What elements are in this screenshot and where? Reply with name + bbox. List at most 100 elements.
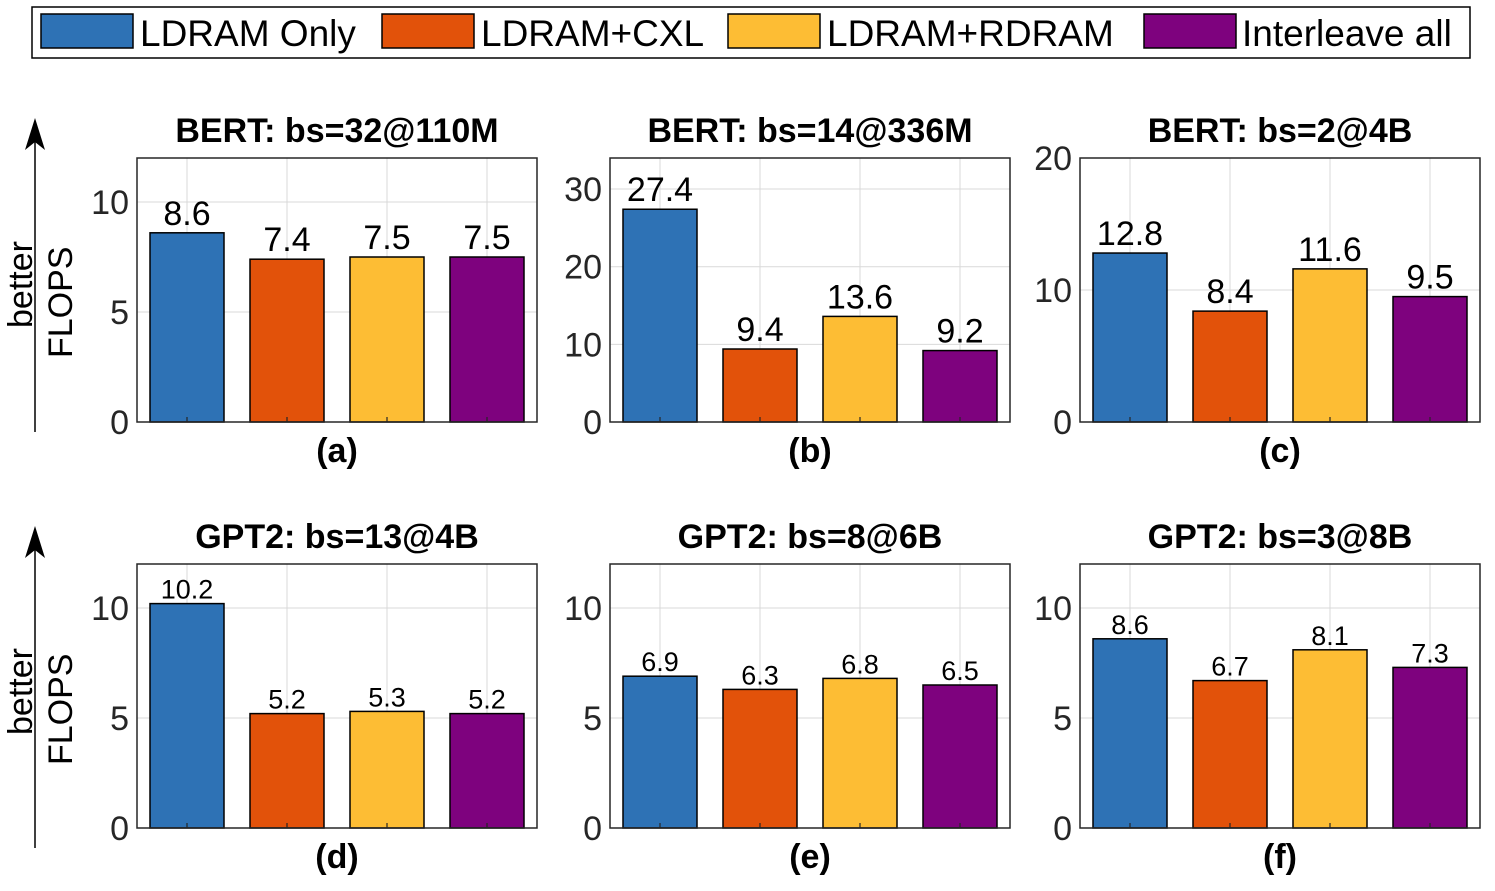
legend: LDRAM Only LDRAM+CXL LDRAM+RDRAM Interle… xyxy=(31,6,1471,59)
plot-frame xyxy=(609,157,1011,423)
bar xyxy=(449,712,525,829)
panel-c: 0 10 20 12.8 8.4 11.6 9.5 BERT: bs=2@4B (c) xyxy=(1034,112,1481,470)
bar xyxy=(1292,268,1368,423)
y-axis-annotation-row1: better FLOPS xyxy=(2,118,80,432)
chart-title: GPT2: bs=8@6B xyxy=(678,518,943,556)
data-label: 7.4 xyxy=(263,221,310,259)
y-tick-label: 10 xyxy=(1034,272,1072,310)
data-label: 5.3 xyxy=(368,682,406,712)
bar xyxy=(1192,310,1268,423)
data-label: 12.8 xyxy=(1097,215,1163,253)
y-tick-label: 20 xyxy=(1034,140,1072,178)
legend-label-ldram-only: LDRAM Only xyxy=(140,13,356,54)
better-label: better xyxy=(2,241,40,328)
plot-frame xyxy=(1079,563,1481,829)
y-tick-label: 5 xyxy=(110,294,129,332)
bar xyxy=(249,258,325,423)
bar xyxy=(922,684,998,829)
bar xyxy=(249,712,325,829)
y-tick-label: 0 xyxy=(110,810,129,848)
y-axis-label: FLOPS xyxy=(42,247,80,358)
y-axis-label: FLOPS xyxy=(42,654,80,765)
plot-frame xyxy=(136,563,538,829)
plot-frame xyxy=(609,563,1011,829)
panel-f: 0 5 10 8.6 6.7 8.1 7.3 GPT2: bs=3@8B (f) xyxy=(1034,518,1481,876)
chart-title: BERT: bs=2@4B xyxy=(1148,112,1413,150)
panel-sublabel: (b) xyxy=(788,432,831,470)
y-tick-label: 5 xyxy=(1053,700,1072,738)
bar xyxy=(1192,679,1268,829)
bar xyxy=(449,256,525,423)
bar xyxy=(1092,638,1168,829)
y-tick-label: 0 xyxy=(583,810,602,848)
panel-sublabel: (c) xyxy=(1259,432,1301,470)
data-label: 6.7 xyxy=(1211,652,1249,682)
legend-label-ldram-rdram: LDRAM+RDRAM xyxy=(827,13,1114,54)
data-label: 11.6 xyxy=(1298,231,1362,269)
data-label: 10.2 xyxy=(161,575,214,605)
y-tick-label: 0 xyxy=(110,404,129,442)
data-label: 8.6 xyxy=(1111,610,1149,640)
chart-title: GPT2: bs=3@8B xyxy=(1148,518,1413,556)
bar xyxy=(722,348,798,423)
bar xyxy=(722,688,798,829)
data-label: 6.8 xyxy=(841,649,879,679)
legend-label-ldram-cxl: LDRAM+CXL xyxy=(481,13,704,54)
panel-d: 0 5 10 10.2 5.2 5.3 5.2 GPT2: bs=13@4B (d) xyxy=(91,518,538,876)
y-tick-label: 0 xyxy=(583,404,602,442)
data-label: 5.2 xyxy=(468,685,506,715)
data-label: 8.1 xyxy=(1311,621,1349,651)
bar xyxy=(1092,252,1168,423)
panel-sublabel: (e) xyxy=(789,838,831,876)
y-tick-label: 10 xyxy=(564,590,602,628)
better-arrow-head-icon xyxy=(25,526,45,558)
bar xyxy=(922,349,998,423)
chart-title: BERT: bs=14@336M xyxy=(647,112,972,150)
bar xyxy=(149,602,225,829)
data-label: 7.5 xyxy=(363,219,410,257)
data-label: 7.3 xyxy=(1411,638,1449,668)
bar xyxy=(149,232,225,423)
better-arrow-head-icon xyxy=(25,118,45,150)
y-tick-label: 10 xyxy=(91,590,129,628)
data-label: 8.6 xyxy=(163,195,210,233)
data-label: 9.4 xyxy=(736,311,783,349)
bar xyxy=(349,256,425,423)
legend-swatch-ldram-rdram xyxy=(727,13,821,49)
y-tick-label: 0 xyxy=(1053,404,1072,442)
panel-b: 0 10 20 30 27.4 9.4 13.6 9.2 BERT: bs=14@336M (b) xyxy=(564,112,1011,470)
panel-e: 0 5 10 6.9 6.3 6.8 6.5 GPT2: bs=8@6B (e) xyxy=(564,518,1011,876)
y-tick-label: 30 xyxy=(564,171,602,209)
bar xyxy=(622,675,698,829)
panel-sublabel: (d) xyxy=(315,838,358,876)
data-label: 6.5 xyxy=(941,656,979,686)
panel-a: 0 5 10 8.6 7.4 7.5 7.5 BERT: bs=32@110M (a) xyxy=(91,112,538,470)
data-label: 8.4 xyxy=(1206,273,1253,311)
panels: 0 5 10 8.6 7.4 7.5 7.5 BERT: bs=32@110M (a) 0 10 20… xyxy=(91,112,1481,876)
plot-frame xyxy=(136,157,538,423)
data-label: 13.6 xyxy=(827,278,893,316)
legend-swatch-interleave-all xyxy=(1143,13,1237,49)
better-label: better xyxy=(2,648,40,735)
data-label: 27.4 xyxy=(627,171,693,209)
panel-sublabel: (f) xyxy=(1263,838,1297,876)
data-label: 9.5 xyxy=(1406,259,1453,297)
y-tick-label: 5 xyxy=(583,700,602,738)
y-tick-label: 5 xyxy=(110,700,129,738)
bar xyxy=(1392,666,1468,829)
bar xyxy=(1292,649,1368,829)
chart-title: BERT: bs=32@110M xyxy=(175,112,498,150)
y-tick-label: 0 xyxy=(1053,810,1072,848)
data-label: 5.2 xyxy=(268,685,306,715)
y-tick-label: 10 xyxy=(1034,590,1072,628)
y-tick-label: 20 xyxy=(564,249,602,287)
bar xyxy=(349,710,425,829)
y-tick-label: 10 xyxy=(91,184,129,222)
chart-title: GPT2: bs=13@4B xyxy=(195,518,479,556)
legend-swatch-ldram-cxl xyxy=(381,13,475,49)
data-label: 6.9 xyxy=(641,647,679,677)
bar xyxy=(622,208,698,423)
legend-swatch-ldram-only xyxy=(40,13,134,49)
legend-label-interleave-all: Interleave all xyxy=(1242,13,1452,54)
